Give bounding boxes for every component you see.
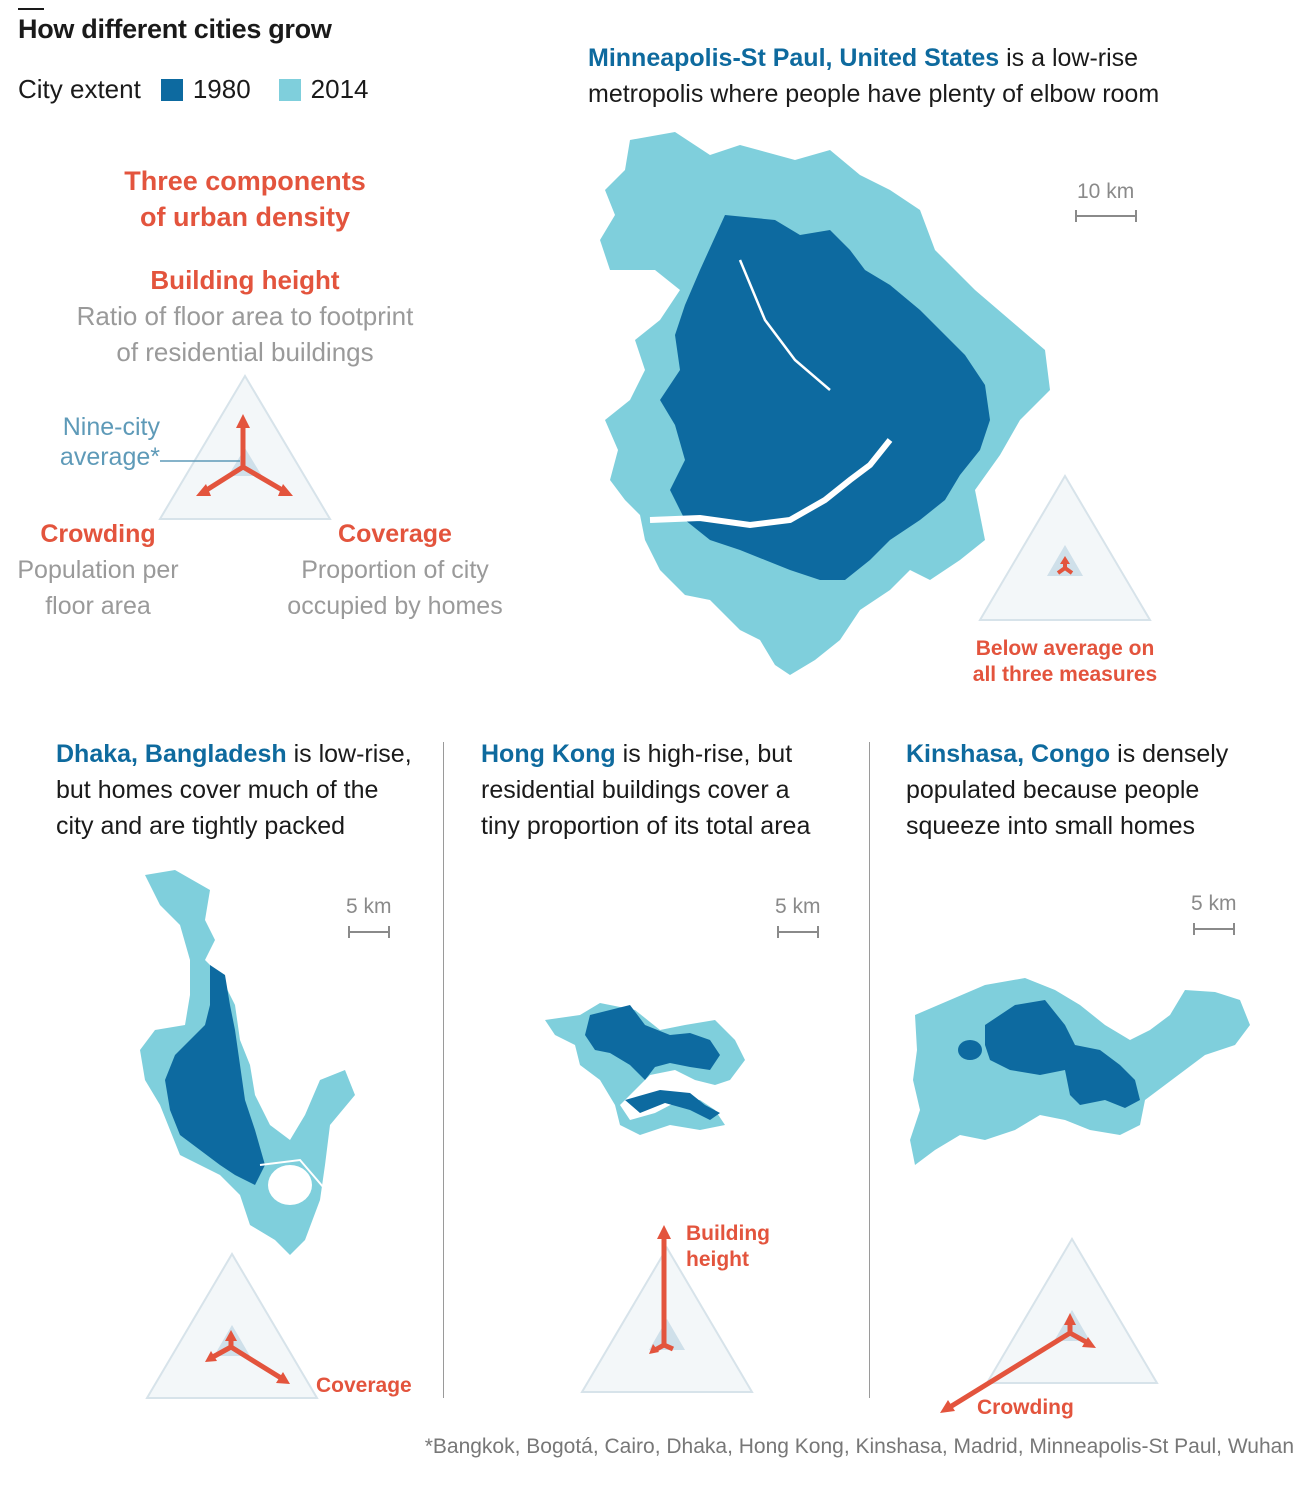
dhaka-desc3: city and are tightly packed <box>56 812 346 840</box>
legend-label-1980: 1980 <box>192 74 251 104</box>
minneapolis-triangle <box>978 474 1152 621</box>
page-title: How different cities grow <box>18 14 332 44</box>
hongkong-annotation: Building height <box>686 1221 770 1273</box>
divider-2 <box>869 742 870 1398</box>
key-coverage: Coverage Proportion of city occupied by … <box>280 516 510 624</box>
minneapolis-caption: Minneapolis-St Paul, United States is a … <box>588 40 1228 112</box>
coverage-desc1: Proportion of city <box>301 556 489 584</box>
key-building-height: Building height Ratio of floor area to f… <box>60 262 430 370</box>
kinshasa-desc3: squeeze into small homes <box>906 812 1196 840</box>
dhaka-scale-label: 5 km <box>346 895 392 918</box>
hongkong-desc2: residential buildings cover a <box>481 776 790 804</box>
minneapolis-name: Minneapolis-St Paul, United States <box>588 44 1000 72</box>
hongkong-scale-label: 5 km <box>775 895 821 918</box>
key-arrows <box>203 425 286 494</box>
hongkong-annotation-1: Building <box>686 1222 770 1245</box>
minneapolis-1980-extent <box>660 215 990 580</box>
hongkong-desc3: tiny proportion of its total area <box>481 812 811 840</box>
key-triangle-graphic <box>158 374 332 520</box>
kinshasa-1980-extent <box>985 1000 1140 1108</box>
kinshasa-name: Kinshasa, Congo <box>906 740 1111 768</box>
key-heading-line2: of urban density <box>139 202 350 232</box>
key-heading-line1: Three components <box>124 166 366 196</box>
divider-1 <box>443 742 444 1398</box>
kinshasa-caption: Kinshasa, Congo is densely populated bec… <box>906 736 1296 844</box>
crowding-desc2: floor area <box>45 592 151 620</box>
dhaka-desc2: but homes cover much of the <box>56 776 379 804</box>
dhaka-map <box>140 870 355 1255</box>
arrow-head-up <box>236 414 250 428</box>
dhaka-caption: Dhaka, Bangladesh is low-rise, but homes… <box>56 736 436 844</box>
hongkong-desc1: is high-rise, but <box>615 740 793 768</box>
kinshasa-1980-west <box>958 1040 982 1060</box>
minneapolis-desc1: is a low-rise <box>999 44 1139 72</box>
hongkong-map <box>545 1003 745 1135</box>
dhaka-scale-bar <box>348 926 390 938</box>
dhaka-name: Dhaka, Bangladesh <box>56 740 287 768</box>
minneapolis-scale-bar <box>1075 210 1137 222</box>
kinshasa-scale-label: 5 km <box>1191 892 1237 915</box>
minneapolis-scale-label: 10 km <box>1077 180 1135 203</box>
hongkong-average-triangle <box>649 1319 685 1350</box>
hongkong-1980-extent <box>585 1005 720 1080</box>
arrow-head-right <box>278 484 293 496</box>
dhaka-desc1: is low-rise, <box>286 740 412 768</box>
hongkong-scale-bar <box>777 926 819 938</box>
dhaka-2014-extent <box>140 870 355 1255</box>
dhaka-1980-extent <box>165 965 265 1185</box>
kinshasa-desc2: populated because people <box>906 776 1200 804</box>
kinshasa-map <box>910 978 1250 1165</box>
minneapolis-map <box>600 132 1050 675</box>
legend-swatch-2014 <box>278 78 301 101</box>
hongkong-name: Hong Kong <box>481 740 616 768</box>
minneapolis-annotation-1: Below average on <box>975 637 1155 660</box>
title-rule <box>18 8 44 10</box>
legend-label-2014: 2014 <box>310 74 369 104</box>
kinshasa-desc1: is densely <box>1110 740 1229 768</box>
dhaka-hole <box>268 1165 312 1205</box>
coverage-desc2: occupied by homes <box>287 592 503 620</box>
key-heading: Three components of urban density <box>60 163 430 235</box>
legend: City extent 1980 2014 <box>18 74 369 105</box>
hongkong-1980-south <box>625 1090 720 1120</box>
building-height-desc1: Ratio of floor area to footprint <box>76 301 414 331</box>
hongkong-caption: Hong Kong is high-rise, but residential … <box>481 736 861 844</box>
dhaka-river <box>259 1158 331 1196</box>
coverage-title: Coverage <box>338 520 452 548</box>
hongkong-annotation-2: height <box>686 1248 749 1271</box>
kinshasa-scale-bar <box>1193 923 1235 935</box>
minneapolis-river <box>649 438 893 529</box>
nine-city-line2: average* <box>59 443 160 471</box>
legend-label: City extent <box>18 74 141 104</box>
minneapolis-river-2 <box>738 259 831 391</box>
minneapolis-annotation-2: all three measures <box>972 663 1158 686</box>
key-crowding: Crowding Population per floor area <box>8 516 188 624</box>
hongkong-triangle <box>580 1225 754 1393</box>
minneapolis-annotation: Below average on all three measures <box>960 636 1170 688</box>
building-height-desc2: of residential buildings <box>116 337 374 367</box>
nine-city-line1: Nine-city <box>62 413 160 441</box>
kinshasa-annotation: Crowding <box>977 1396 1074 1419</box>
dhaka-triangle <box>145 1252 319 1399</box>
arrow-head-left <box>196 484 211 496</box>
crowding-desc1: Population per <box>17 556 179 584</box>
nine-city-average-label: Nine-city average* <box>40 412 160 472</box>
crowding-title: Crowding <box>40 520 156 548</box>
footnote: *Bangkok, Bogotá, Cairo, Dhaka, Hong Kon… <box>424 1435 1294 1458</box>
dhaka-annotation: Coverage <box>316 1374 412 1397</box>
kinshasa-triangle <box>940 1237 1159 1413</box>
legend-swatch-1980 <box>160 78 183 101</box>
building-height-title: Building height <box>150 265 340 295</box>
minneapolis-desc2: metropolis where people have plenty of e… <box>588 80 1160 108</box>
